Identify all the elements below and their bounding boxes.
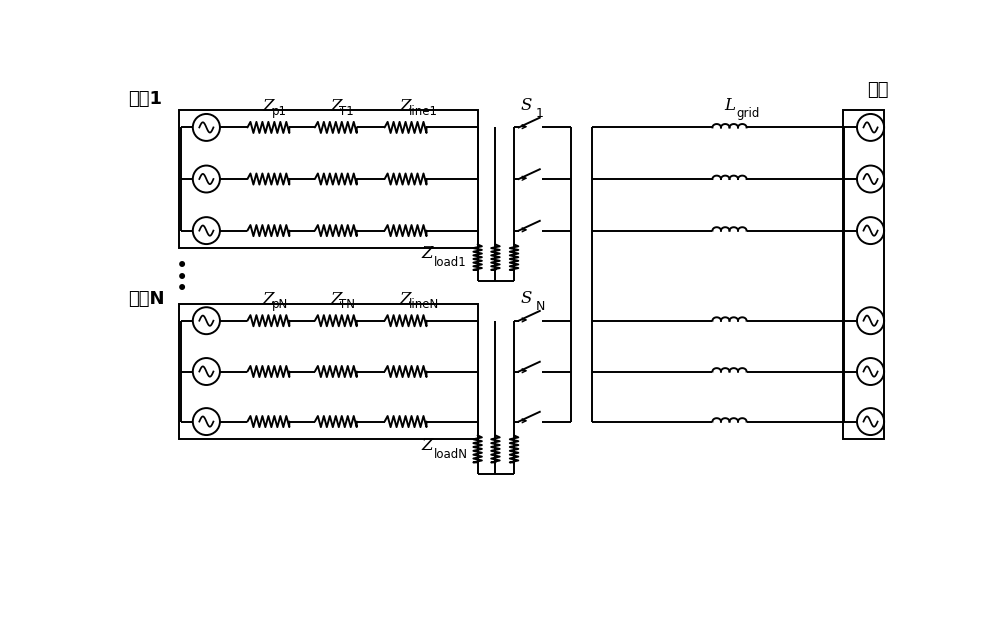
Text: •: • [176,279,188,299]
Text: Z: Z [422,437,433,454]
Text: L: L [724,97,735,114]
Text: load1: load1 [433,256,466,269]
Text: S: S [521,97,532,114]
Text: line1: line1 [409,105,438,118]
Text: grid: grid [736,107,760,119]
Text: Z: Z [400,98,411,115]
Bar [179,304,478,439]
Text: •: • [176,267,188,288]
Text: TN: TN [339,298,355,312]
Text: pN: pN [271,298,288,312]
Text: Z: Z [263,291,274,308]
Text: Z: Z [422,245,433,262]
Bar [179,111,478,248]
Text: N: N [536,300,545,313]
Text: Z: Z [330,291,342,308]
Text: T1: T1 [339,105,354,118]
Text: 1: 1 [536,107,544,119]
Text: Z: Z [263,98,274,115]
Text: 电网: 电网 [867,81,888,99]
Text: •: • [176,256,188,276]
Text: S: S [521,290,532,307]
Bar [843,111,884,439]
Text: 电站N: 电站N [128,289,165,308]
Text: Z: Z [400,291,411,308]
Text: Z: Z [330,98,342,115]
Text: p1: p1 [271,105,286,118]
Text: loadN: loadN [433,448,467,461]
Text: lineN: lineN [409,298,439,312]
Text: 电站1: 电站1 [128,90,162,108]
